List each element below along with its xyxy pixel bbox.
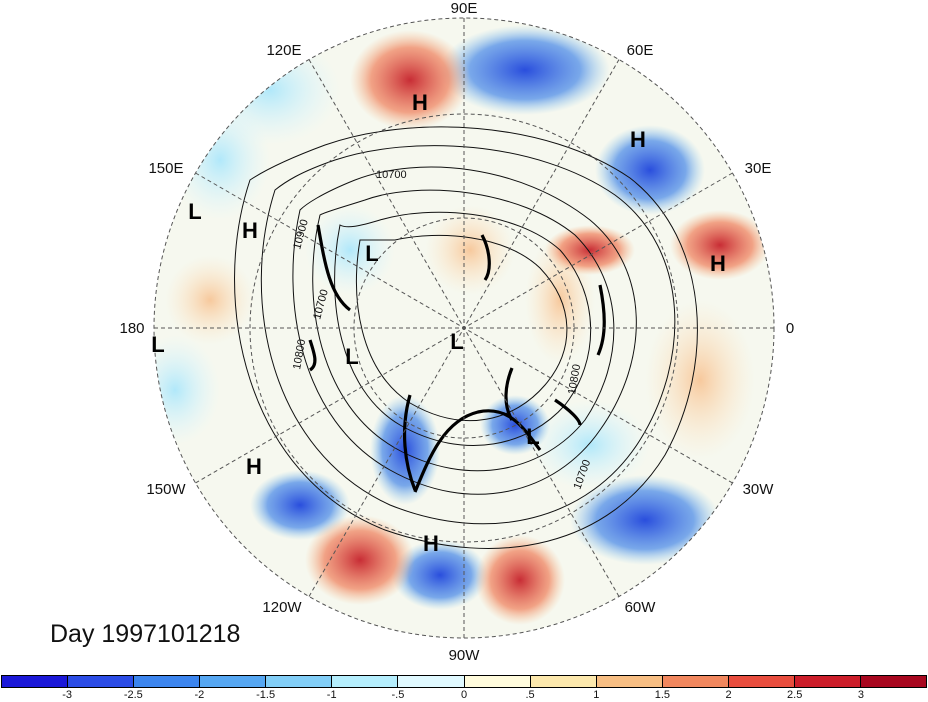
lon-label-90w: 90W <box>449 647 481 664</box>
lon-label-150e: 150E <box>148 160 183 177</box>
colorbar-bin <box>530 676 597 687</box>
jet-stream-lines <box>308 224 606 493</box>
colorbar-tick: 1 <box>593 689 600 701</box>
longitude-labels: 90E 60E 120E 30E 150E 0 180 30W 150W 60W… <box>119 0 794 664</box>
colorbar-bin <box>134 676 201 687</box>
contour-label-10700-a: 10700 <box>376 169 407 181</box>
colorbar-tick: -2 <box>194 689 205 701</box>
high-pressure-marker: H <box>246 454 262 479</box>
lon-label-30w: 30W <box>743 481 775 498</box>
lon-label-120e: 120E <box>266 42 301 59</box>
colorbar-bin <box>2 676 69 687</box>
colorbar-tick: -1.5 <box>256 689 276 701</box>
colorbar-bin <box>200 676 267 687</box>
colorbar-tick: 2 <box>725 689 732 701</box>
colorbar-tick: -1 <box>326 689 337 701</box>
colorbar-bin <box>266 676 333 687</box>
high-pressure-marker: H <box>423 531 439 556</box>
colorbar-tick: -.5 <box>391 689 405 701</box>
colorbar-bin <box>398 676 465 687</box>
pressure-markers: H H L H H L L L L L H H H <box>151 90 726 556</box>
colorbar-tick: -3 <box>62 689 72 701</box>
colorbar-bin <box>596 676 663 687</box>
lon-label-120w: 120W <box>262 599 302 616</box>
high-pressure-marker: H <box>412 90 428 115</box>
colorbar <box>1 675 927 688</box>
colorbar-tick: 0 <box>460 689 468 701</box>
low-pressure-marker: L <box>188 199 201 224</box>
high-pressure-marker: H <box>710 251 726 276</box>
colorbar-bin <box>728 676 795 687</box>
lon-label-60w: 60W <box>625 599 657 616</box>
colorbar-tick: 3 <box>857 689 864 701</box>
colorbar-bin <box>861 676 927 687</box>
height-contours <box>234 126 698 549</box>
lon-label-60e: 60E <box>627 42 654 59</box>
lon-label-30e: 30E <box>745 160 772 177</box>
colorbar-bin <box>332 676 399 687</box>
date-label: Day 1997101218 <box>50 620 241 648</box>
colorbar-tick: -2.5 <box>123 689 143 701</box>
colorbar-bin <box>794 676 862 687</box>
low-pressure-marker: L <box>151 332 164 357</box>
graticule <box>153 17 775 639</box>
low-pressure-marker: L <box>345 344 358 369</box>
contour-label-10800-a: 10800 <box>291 338 308 370</box>
low-pressure-marker: L <box>526 424 539 449</box>
colorbar-bin <box>662 676 729 687</box>
colorbar-labels: -3 -2.5 -2 -1.5 -1 -.5 0 .5 1 1.5 2 2.5 … <box>1 689 927 702</box>
high-pressure-marker: H <box>630 127 646 152</box>
lon-label-180: 180 <box>119 320 144 337</box>
colorbar-bin <box>464 676 531 687</box>
lon-label-0: 0 <box>786 320 794 337</box>
low-pressure-marker: L <box>450 329 463 354</box>
colorbar-tick: .5 <box>525 689 535 701</box>
colorbar-tick: 1.5 <box>654 689 671 701</box>
high-pressure-marker: H <box>242 218 258 243</box>
lon-label-150w: 150W <box>146 481 186 498</box>
colorbar-bin <box>68 676 135 687</box>
lon-label-90e: 90E <box>451 0 478 17</box>
low-pressure-marker: L <box>365 241 378 266</box>
contour-label-10800-b: 10800 <box>566 363 583 395</box>
colorbar-tick: 2.5 <box>787 689 803 701</box>
